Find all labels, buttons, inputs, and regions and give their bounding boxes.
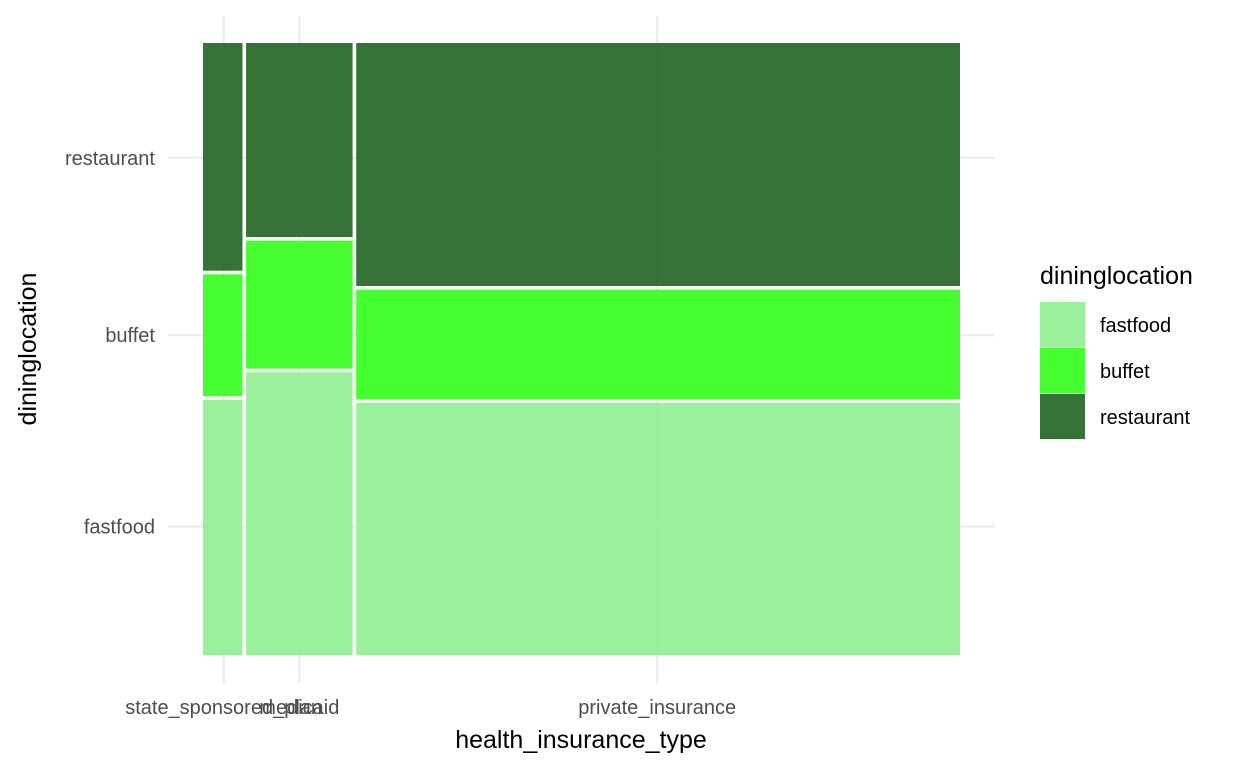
- y-tick-label: buffet: [105, 325, 155, 347]
- y-axis-ticks: fastfood buffet restaurant: [65, 148, 155, 539]
- mosaic-tile: [203, 274, 243, 397]
- mosaic-tile: [356, 289, 960, 400]
- legend: dininglocation fastfood buffet restaurant: [1040, 262, 1193, 439]
- mosaic-tile: [246, 240, 353, 369]
- x-axis-title: health_insurance_type: [455, 726, 707, 754]
- y-axis-title: dininglocation: [14, 273, 42, 426]
- legend-swatch: [1040, 394, 1085, 439]
- x-tick-label: private_insurance: [578, 697, 736, 719]
- mosaic-tile: [246, 43, 353, 238]
- mosaic-tile: [356, 402, 960, 655]
- x-tick-label: medicaid: [259, 697, 339, 719]
- legend-title: dininglocation: [1040, 262, 1193, 290]
- mosaic-tile: [203, 399, 243, 655]
- y-tick-label: fastfood: [84, 516, 155, 538]
- y-tick-label: restaurant: [65, 148, 155, 170]
- legend-label: restaurant: [1100, 407, 1190, 429]
- mosaic-tile: [356, 43, 960, 286]
- mosaic-tile: [203, 43, 243, 271]
- legend-items: fastfood buffet restaurant: [1040, 302, 1190, 439]
- legend-swatch: [1040, 302, 1085, 347]
- legend-swatch: [1040, 348, 1085, 393]
- x-tick-label: state_sponsored_plan: [125, 697, 322, 719]
- legend-label: fastfood: [1100, 315, 1171, 337]
- mosaic-tile: [246, 372, 353, 655]
- tiles-layer: [203, 43, 960, 655]
- legend-label: buffet: [1100, 361, 1150, 383]
